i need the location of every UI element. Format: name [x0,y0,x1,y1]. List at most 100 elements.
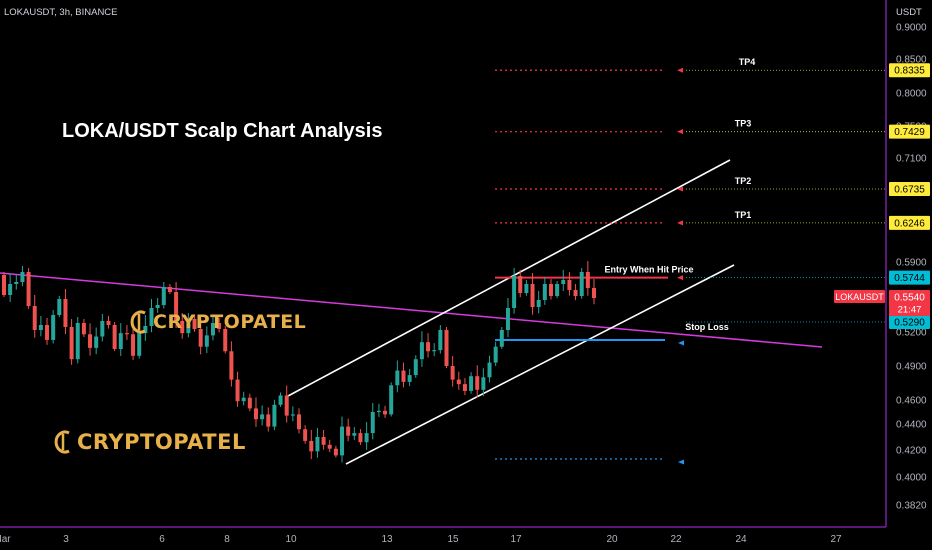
x-tick-label: 10 [285,534,297,545]
x-tick-label: 8 [224,534,230,545]
x-tick-label: 3 [63,534,69,545]
target-label: TP3 [735,119,752,129]
target-label: TP2 [735,176,752,186]
x-tick-label: 15 [447,534,459,545]
candle-body [2,275,6,295]
target-arrow-icon [677,186,683,192]
candle-body [493,346,498,363]
candle-body [505,308,510,330]
candle-body [32,306,37,330]
support-arrow-icon [678,459,684,465]
symbol-tag [834,290,885,303]
y-tick-label: 0.5200 [896,328,927,339]
y-tick-label: 0.4600 [896,396,927,407]
candle-body [358,433,363,443]
candle-body [432,350,437,352]
candle-body [389,385,394,415]
candle-body [186,319,191,334]
candle-body [155,305,160,308]
current-price-badge [889,290,930,316]
candle-body [438,330,443,351]
candle-body [278,395,283,405]
candle-body [174,292,179,321]
candle-body [229,351,234,380]
stop-loss-arrow-icon [678,340,684,346]
candle-body [260,414,265,420]
candle-body [426,342,431,352]
candle-body [352,433,357,436]
candle-body [548,284,553,296]
entry-arrow-icon [677,275,683,281]
candle-body [192,319,197,329]
cryptopatel-logo-icon [54,430,70,454]
candle-body [124,333,129,335]
current-price-text: 0.5540 [894,293,925,304]
target-arrow-icon [677,220,683,226]
candle-body [542,284,547,300]
entry-label: Entry When Hit Price [604,265,693,275]
candle-body [469,376,474,391]
candle-body [45,325,50,340]
candle-body [419,342,424,360]
y-tick-label: 0.4000 [896,473,927,484]
watermark-top: CRYPTOPATEL [128,308,306,336]
candle-body [315,437,320,452]
candle-body [112,325,117,349]
chart-title: LOKA/USDT Scalp Chart Analysis [62,120,383,142]
candle-body [284,395,289,416]
candle-body [204,335,209,347]
candle-body [450,366,455,380]
target-label: TP4 [739,57,756,67]
x-tick-label: 13 [381,534,393,545]
cryptopatel-logo-icon [130,310,146,334]
target-label: TP1 [735,210,752,220]
symbol-info: LOKAUSDT, 3h, BINANCE [4,7,118,18]
candle-body [94,336,99,348]
candle-body [413,359,418,376]
candle-body [253,408,258,420]
candle-body [14,282,19,284]
candle-body [309,440,314,452]
candle-body [266,414,271,427]
x-tick-label: 6 [159,534,165,545]
candle-body [573,290,578,296]
candle-body [555,284,560,296]
price-badge-text: 0.7429 [894,127,925,138]
watermark-bottom: CRYPTOPATEL [52,428,246,456]
candle-body [297,414,301,430]
candle-body [51,315,56,340]
price-badge [889,63,930,78]
candle-body [137,333,142,356]
candle-body [167,287,172,292]
y-tick-label: 0.4400 [896,420,927,431]
candle-body [512,276,517,308]
candle-body [530,284,535,307]
candle-body [524,284,529,293]
y-tick-label: 0.3820 [896,501,927,512]
candle-body [247,397,252,409]
candle-body [585,272,590,288]
candle-body [198,329,203,347]
candle-body [456,379,461,385]
candle-body [376,410,381,412]
candle-body [327,444,332,449]
candle-body [88,334,93,348]
y-tick-label: 0.4200 [896,446,927,457]
x-tick-label: 20 [606,534,618,545]
price-badge-text: 0.8335 [894,66,925,77]
price-badge [889,124,930,139]
candle-body [395,370,400,386]
candle-body [118,333,123,349]
y-tick-label: 0.8500 [896,55,927,66]
candle-body [346,426,351,436]
trendline [0,272,823,348]
candle-body [106,321,111,325]
price-badge [889,315,930,329]
candle-body [290,414,295,416]
price-badge-text: 0.5290 [894,318,925,329]
stop-loss-label: Stop Loss [685,322,729,332]
y-tick-label: 0.5900 [896,258,927,269]
price-badge [889,270,930,285]
